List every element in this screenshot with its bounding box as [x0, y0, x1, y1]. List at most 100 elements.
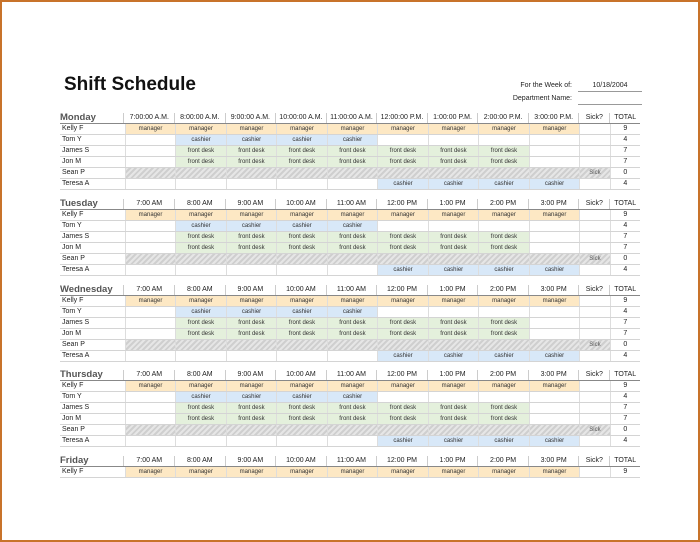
shift-cell[interactable]: front desk	[276, 146, 327, 156]
sick-flag[interactable]: Sick	[579, 425, 610, 435]
shift-cell[interactable]: manager	[377, 296, 428, 306]
shift-cell[interactable]: front desk	[478, 157, 529, 167]
shift-cell[interactable]: front desk	[377, 232, 428, 242]
sick-flag[interactable]	[579, 135, 609, 145]
sick-flag[interactable]	[579, 467, 609, 477]
shift-cell[interactable]: manager	[377, 467, 428, 477]
shift-cell[interactable]: cashier	[326, 135, 378, 145]
sick-cell[interactable]	[528, 168, 580, 178]
shift-cell[interactable]	[124, 146, 176, 156]
shift-cell[interactable]: front desk	[478, 146, 529, 156]
shift-cell[interactable]: front desk	[377, 146, 428, 156]
shift-cell[interactable]: front desk	[175, 329, 226, 339]
sick-cell[interactable]	[478, 254, 529, 264]
shift-cell[interactable]: cashier	[427, 351, 479, 361]
shift-cell[interactable]: manager	[276, 381, 327, 391]
shift-cell[interactable]: manager	[377, 381, 428, 391]
shift-cell[interactable]: front desk	[175, 403, 226, 413]
sick-cell[interactable]	[326, 254, 378, 264]
shift-cell[interactable]: front desk	[478, 232, 529, 242]
shift-cell[interactable]: front desk	[175, 414, 226, 424]
shift-cell[interactable]	[124, 318, 176, 328]
shift-cell[interactable]	[276, 179, 327, 189]
shift-cell[interactable]	[124, 414, 176, 424]
sick-cell[interactable]	[377, 168, 428, 178]
shift-cell[interactable]: manager	[528, 296, 580, 306]
sick-flag[interactable]	[579, 124, 609, 134]
shift-cell[interactable]	[528, 329, 580, 339]
sick-flag[interactable]: Sick	[579, 254, 610, 264]
sick-cell[interactable]	[276, 340, 327, 350]
shift-cell[interactable]	[175, 265, 226, 275]
sick-cell[interactable]	[276, 254, 327, 264]
sick-flag[interactable]: Sick	[579, 168, 610, 178]
shift-cell[interactable]: front desk	[326, 403, 378, 413]
shift-cell[interactable]: manager	[124, 296, 176, 306]
shift-cell[interactable]: manager	[478, 124, 529, 134]
sick-cell[interactable]	[175, 168, 226, 178]
sick-cell[interactable]	[478, 168, 529, 178]
shift-cell[interactable]: front desk	[427, 414, 479, 424]
shift-cell[interactable]: manager	[124, 381, 176, 391]
sick-cell[interactable]	[124, 425, 176, 435]
shift-cell[interactable]	[326, 436, 378, 446]
shift-cell[interactable]: manager	[124, 210, 176, 220]
sick-flag[interactable]	[579, 157, 609, 167]
sick-flag[interactable]	[579, 296, 609, 306]
shift-cell[interactable]: manager	[528, 124, 580, 134]
shift-cell[interactable]	[528, 318, 580, 328]
shift-cell[interactable]	[276, 265, 327, 275]
shift-cell[interactable]: manager	[225, 124, 277, 134]
sick-cell[interactable]	[175, 425, 226, 435]
shift-cell[interactable]: cashier	[276, 307, 327, 317]
shift-cell[interactable]: front desk	[377, 403, 428, 413]
shift-cell[interactable]: front desk	[225, 329, 277, 339]
shift-cell[interactable]	[377, 135, 428, 145]
sick-cell[interactable]	[478, 425, 529, 435]
shift-cell[interactable]: manager	[478, 296, 529, 306]
sick-flag[interactable]	[579, 414, 609, 424]
shift-cell[interactable]: front desk	[276, 329, 327, 339]
sick-cell[interactable]	[124, 168, 176, 178]
shift-cell[interactable]: front desk	[427, 329, 479, 339]
shift-cell[interactable]	[528, 135, 580, 145]
shift-cell[interactable]: front desk	[276, 232, 327, 242]
shift-cell[interactable]: cashier	[276, 392, 327, 402]
sick-flag[interactable]	[579, 436, 609, 446]
shift-cell[interactable]: front desk	[478, 243, 529, 253]
shift-cell[interactable]: front desk	[427, 157, 479, 167]
sick-flag[interactable]	[579, 179, 609, 189]
shift-cell[interactable]	[326, 265, 378, 275]
sick-cell[interactable]	[528, 425, 580, 435]
sick-flag[interactable]	[579, 351, 609, 361]
shift-cell[interactable]: front desk	[377, 414, 428, 424]
shift-cell[interactable]	[528, 221, 580, 231]
shift-cell[interactable]: front desk	[326, 232, 378, 242]
shift-cell[interactable]: cashier	[326, 307, 378, 317]
shift-cell[interactable]: cashier	[276, 135, 327, 145]
shift-cell[interactable]: front desk	[326, 318, 378, 328]
shift-cell[interactable]: cashier	[225, 221, 277, 231]
sick-cell[interactable]	[377, 340, 428, 350]
shift-cell[interactable]	[225, 179, 277, 189]
shift-cell[interactable]: front desk	[225, 403, 277, 413]
shift-cell[interactable]: front desk	[478, 414, 529, 424]
sick-cell[interactable]	[326, 168, 378, 178]
shift-cell[interactable]: cashier	[225, 307, 277, 317]
shift-cell[interactable]: front desk	[276, 243, 327, 253]
shift-cell[interactable]	[276, 351, 327, 361]
shift-cell[interactable]	[377, 392, 428, 402]
sick-flag[interactable]: Sick	[579, 340, 610, 350]
shift-cell[interactable]	[124, 135, 176, 145]
shift-cell[interactable]: cashier	[528, 265, 580, 275]
week-value[interactable]: 10/18/2004	[578, 80, 642, 92]
shift-cell[interactable]: front desk	[225, 146, 277, 156]
sick-cell[interactable]	[225, 340, 277, 350]
shift-cell[interactable]: cashier	[478, 265, 529, 275]
shift-cell[interactable]: front desk	[427, 146, 479, 156]
shift-cell[interactable]	[124, 243, 176, 253]
shift-cell[interactable]	[124, 265, 176, 275]
shift-cell[interactable]: cashier	[175, 135, 226, 145]
shift-cell[interactable]: manager	[175, 124, 226, 134]
shift-cell[interactable]	[175, 351, 226, 361]
